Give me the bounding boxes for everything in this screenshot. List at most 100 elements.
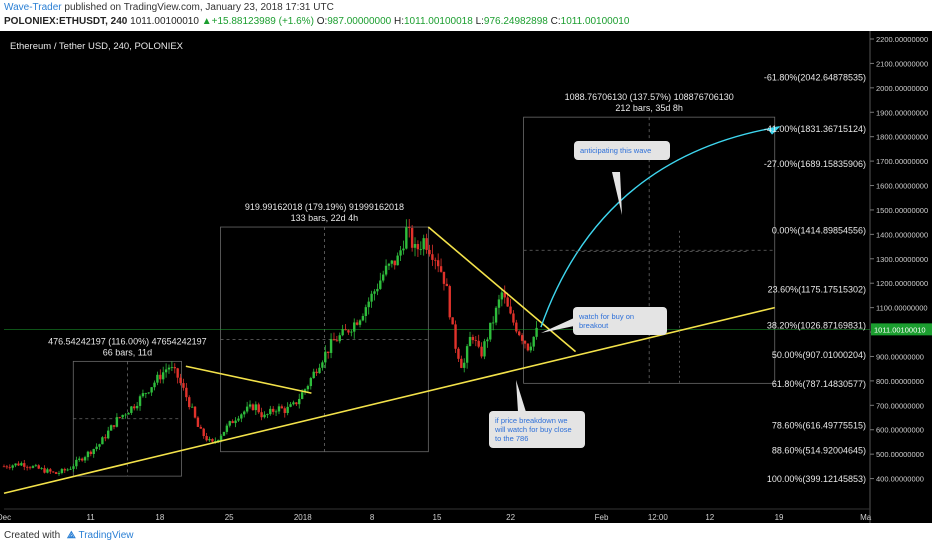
publish-info: published on TradingView.com, January 23… [64, 2, 334, 13]
callout-pointer [516, 380, 526, 412]
candle-body [144, 393, 148, 394]
candle-body [353, 322, 356, 332]
candle-body [500, 292, 504, 300]
candle-body [457, 348, 460, 359]
candle-body [124, 414, 127, 416]
open-label: O: [316, 16, 328, 27]
candle-body [512, 313, 515, 323]
candle-body [361, 316, 365, 321]
y-tick-label: 1300.00000000 [876, 255, 928, 264]
candle-body [413, 244, 417, 248]
x-tick-label: Dec [0, 513, 11, 522]
x-tick-label: 15 [433, 513, 442, 522]
candle-body [396, 255, 399, 266]
candle-body [115, 417, 119, 427]
candle-body [63, 469, 66, 471]
candle-body [439, 266, 443, 272]
y-tick-label: 1600.00000000 [876, 182, 928, 191]
fib-level-label: -41.00%(1831.36715124) [764, 124, 866, 134]
tradingview-brand[interactable]: TradingView [78, 530, 134, 541]
candle-body [347, 330, 350, 333]
candle-body [428, 249, 431, 255]
candle-body [506, 297, 509, 307]
candle-body [231, 421, 234, 424]
candle-body [86, 451, 90, 458]
measure-label: 1088.76706130 (137.57%) 108876706130 [565, 92, 734, 102]
y-tick-label: 900.00000000 [876, 352, 924, 361]
candle-body [52, 471, 55, 473]
y-tick-label: 1900.00000000 [876, 108, 928, 117]
candle-body [491, 322, 495, 324]
candle-body [170, 367, 174, 368]
candle-body [245, 406, 249, 412]
candle-body [373, 291, 376, 294]
candle-body [135, 405, 139, 409]
candle-body [515, 322, 518, 332]
y-tick-label: 1500.00000000 [876, 206, 928, 215]
close-value: 1011.00100010 [560, 16, 630, 27]
y-tick-label: 500.00000000 [876, 450, 924, 459]
measure-bars-label: 212 bars, 35d 8h [615, 103, 683, 113]
price-marker-box [871, 323, 932, 336]
y-tick-label: 400.00000000 [876, 475, 924, 484]
author-link[interactable]: Wave-Trader [4, 2, 62, 13]
candle-body [422, 238, 425, 250]
high-value: 1011.00100018 [404, 16, 473, 27]
chart-title: Ethereum / Tether USD, 240, POLONIEX [10, 41, 184, 52]
candle-body [274, 411, 278, 413]
candle-body [483, 341, 486, 357]
close-label: C: [550, 16, 561, 27]
candle-body [28, 467, 32, 469]
y-tick-label: 1700.00000000 [876, 157, 928, 166]
candle-body [419, 249, 423, 251]
candle-body [402, 248, 405, 251]
candle-body [410, 228, 414, 248]
candle-body [300, 392, 304, 399]
candle-body [46, 469, 49, 473]
x-tick-label: 22 [506, 513, 515, 522]
chart-area[interactable] [0, 31, 932, 523]
candle-body [442, 271, 446, 284]
ohlc-header: POLONIEX:ETHUSDT, 240 1011.00100010 ▲+15… [4, 16, 629, 27]
candle-body [37, 465, 40, 469]
callout-anticipating-wave[interactable]: anticipating this wave [574, 141, 670, 160]
candle-body [350, 331, 353, 333]
candle-body [263, 414, 266, 418]
y-tick-label: 1100.00000000 [876, 304, 928, 313]
candle-body [321, 362, 324, 368]
candle-body [69, 468, 72, 470]
candle-body [503, 292, 506, 298]
candle-body [17, 463, 20, 466]
candle-body [138, 396, 142, 406]
candle-body [95, 446, 98, 450]
candle-body [216, 440, 220, 442]
candle-body [211, 439, 214, 442]
candle-body [474, 340, 478, 341]
candle-body [153, 382, 156, 388]
candle-body [92, 449, 95, 455]
callout-watch-buy[interactable]: watch for buy on breakout [573, 307, 667, 335]
callout-breakdown[interactable]: if price breakdown we will watch for buy… [489, 411, 585, 448]
candle-body [208, 439, 211, 441]
low-value: 976.24982898 [483, 16, 548, 27]
candle-body [408, 227, 411, 229]
candle-body [431, 254, 434, 260]
candle-body [477, 340, 480, 347]
candle-body [156, 374, 159, 383]
candle-body [329, 339, 333, 353]
candle-body [8, 467, 11, 469]
candle-body [54, 472, 58, 474]
callout-pointer [541, 318, 574, 333]
x-tick-label: 25 [225, 513, 234, 522]
candle-body [289, 404, 292, 407]
candle-body [98, 444, 101, 447]
candle-body [31, 466, 35, 468]
candle-body [283, 408, 286, 413]
measure-bars-label: 66 bars, 11d [103, 347, 152, 357]
x-tick-label: 18 [155, 513, 164, 522]
candle-body [416, 244, 420, 250]
candle-body [225, 425, 229, 432]
candle-body [266, 414, 269, 415]
candle-body [338, 335, 341, 342]
